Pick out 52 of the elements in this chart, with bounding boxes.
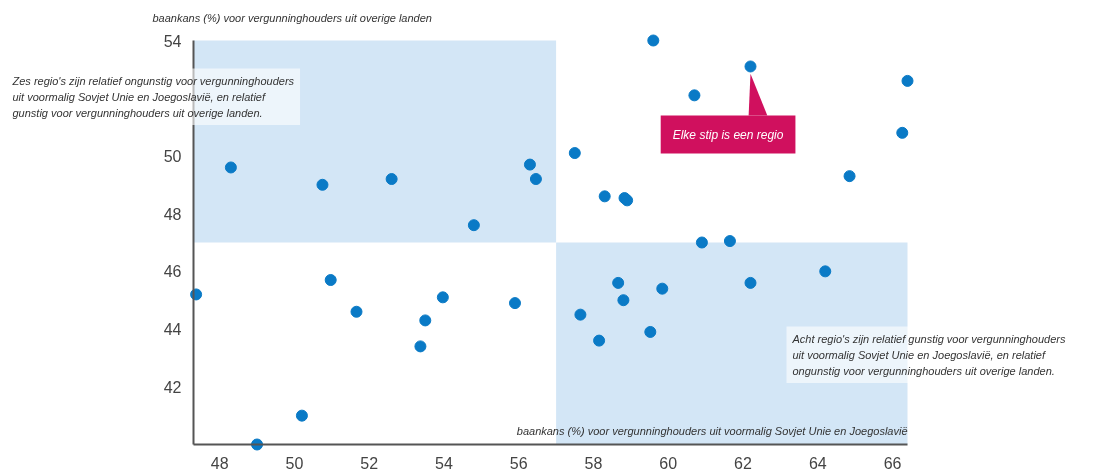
point xyxy=(523,158,536,171)
y-tick-label: 46 xyxy=(163,263,182,281)
point xyxy=(723,235,736,248)
point xyxy=(644,325,657,338)
x-tick-label: 58 xyxy=(584,454,603,472)
y-tick-label: 50 xyxy=(163,147,182,165)
point xyxy=(688,89,701,102)
x-tick-label: 54 xyxy=(435,454,453,472)
point xyxy=(574,308,587,321)
point xyxy=(656,282,669,295)
point xyxy=(843,170,856,183)
x-tick-label: 52 xyxy=(360,454,379,472)
y-tick-label: 42 xyxy=(163,378,182,396)
x-tick-label: 48 xyxy=(210,454,229,472)
point xyxy=(324,274,337,286)
point xyxy=(419,314,432,327)
point xyxy=(896,126,909,139)
y-tick-label: 54 xyxy=(163,32,182,50)
x-tick-label: 66 xyxy=(883,454,902,472)
annotation: Elke stip is een regio xyxy=(672,127,784,142)
point xyxy=(414,340,427,353)
point xyxy=(385,173,398,185)
point xyxy=(744,60,757,73)
x-tick-label: 60 xyxy=(659,454,678,472)
y-tick-label: 44 xyxy=(163,321,182,339)
point xyxy=(647,34,660,47)
y-axis-title: baankans (%) voor vergunninghouders uit overige landen xyxy=(152,11,432,24)
point xyxy=(744,276,757,289)
point xyxy=(295,409,308,422)
point xyxy=(224,161,237,174)
point xyxy=(350,305,363,318)
annotation: Acht regio's zijn relatief gunstig voor vergunninghouders uit voormalig Sovjet Unie en Joegoslavië, en relatief ongunstig voor vergunninghouders uit overige landen. xyxy=(791,332,1066,377)
point xyxy=(316,178,329,191)
x-tick-label: 56 xyxy=(509,454,528,472)
point xyxy=(598,190,611,203)
point xyxy=(436,291,449,304)
point xyxy=(695,236,708,249)
x-tick-label: 62 xyxy=(734,454,753,472)
x-axis-title: baankans (%) voor vergunninghouders uit voormalig Sovjet Unie en Joegoslavië xyxy=(516,424,908,437)
point xyxy=(617,294,630,307)
annotation: Zes regio's zijn relatief ongunstig voor vergunninghouders uit voormalig Sovjet Unie en Joegoslavië, en relatief gunstig voor vergunninghouders uit overige landen. xyxy=(11,74,295,119)
point xyxy=(568,147,581,160)
point xyxy=(901,74,914,87)
point xyxy=(593,334,606,347)
y-tick-label: 48 xyxy=(163,205,182,223)
point xyxy=(612,276,625,289)
point xyxy=(508,297,521,310)
point xyxy=(467,219,480,232)
x-tick-label: 64 xyxy=(808,454,827,472)
x-tick-label: 50 xyxy=(285,454,304,472)
point xyxy=(529,173,542,185)
point xyxy=(819,265,832,278)
